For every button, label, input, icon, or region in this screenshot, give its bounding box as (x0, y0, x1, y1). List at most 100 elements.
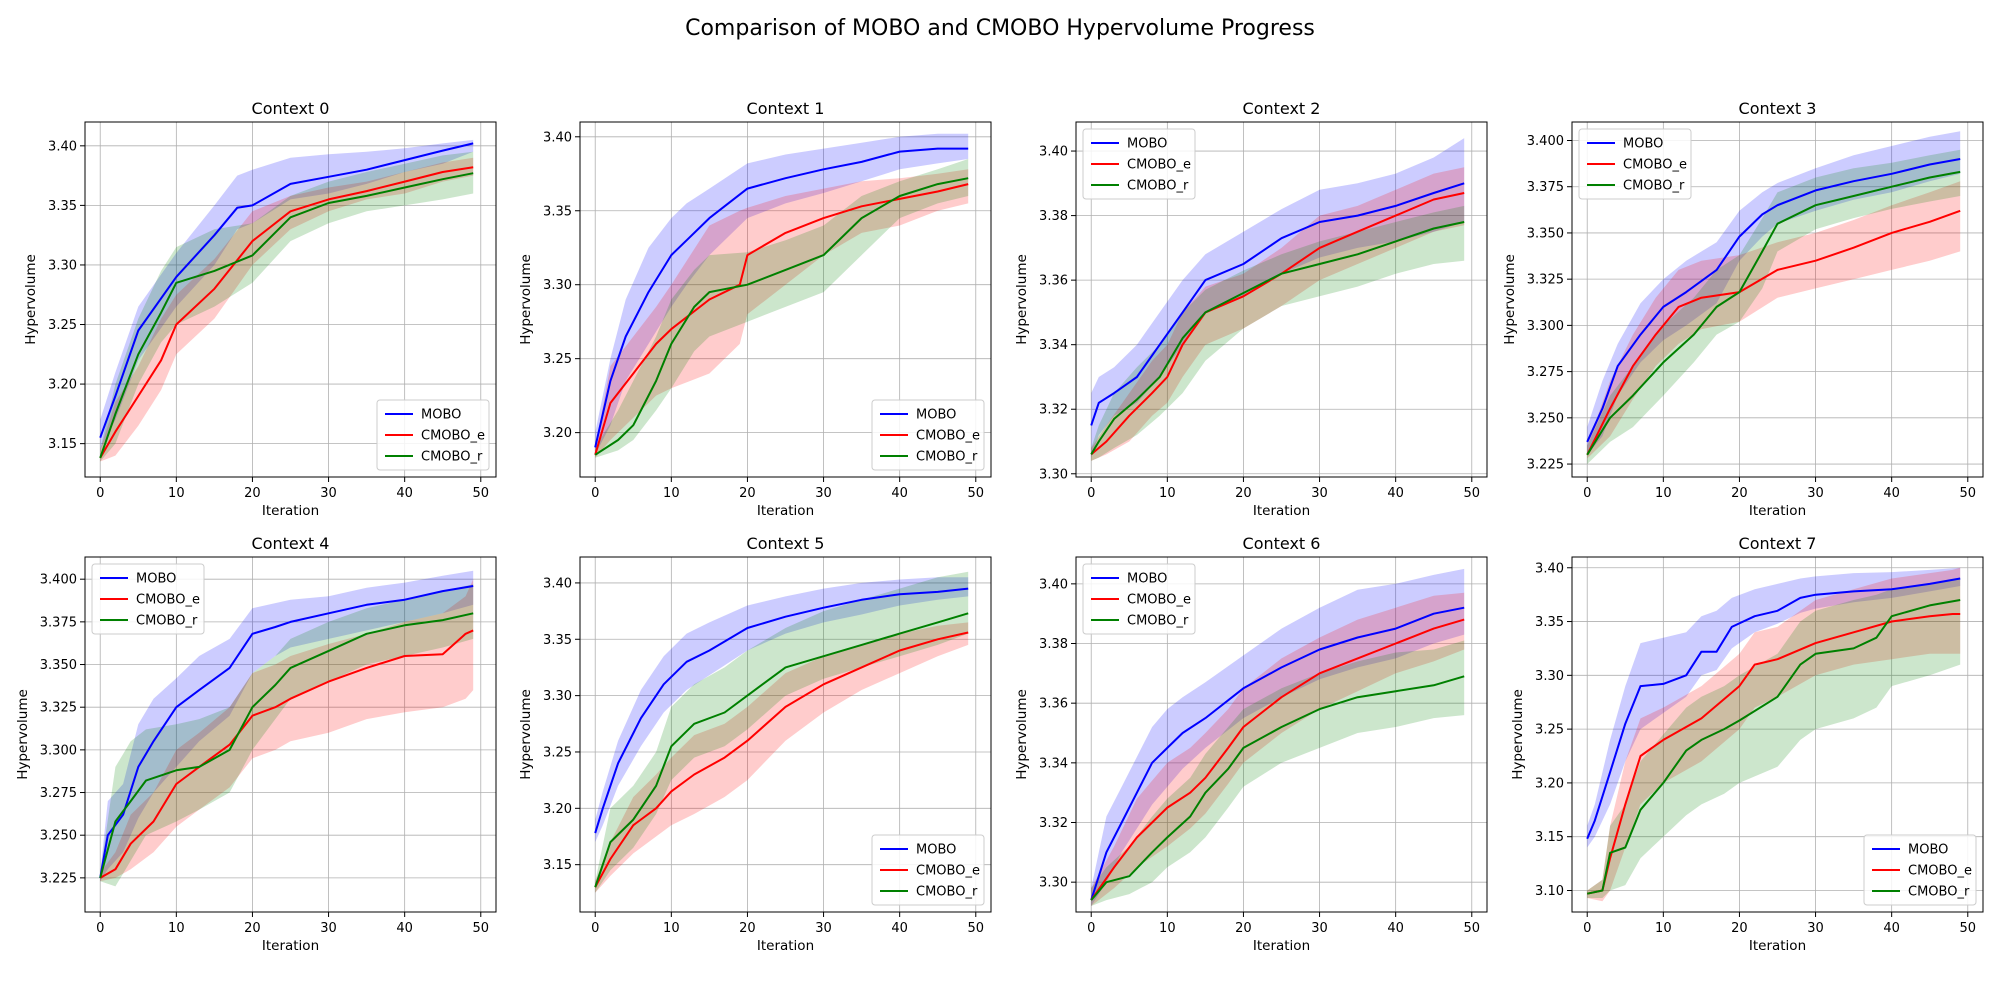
x-tick-label: 0 (96, 921, 104, 936)
y-tick-label: 3.32 (1039, 403, 1068, 418)
y-tick-label: 3.35 (48, 199, 77, 214)
plot-area (594, 133, 969, 458)
x-tick-label: 20 (1235, 921, 1252, 936)
subplot-title: Context 6 (1243, 534, 1321, 553)
y-tick-label: 3.15 (1535, 830, 1564, 845)
y-tick-label: 3.300 (1527, 319, 1564, 334)
y-tick-label: 3.350 (40, 658, 77, 673)
x-tick-label: 40 (396, 921, 413, 936)
legend-box (1082, 128, 1196, 200)
y-tick-label: 3.300 (40, 743, 77, 758)
series-line-MOBO (1586, 577, 1961, 840)
x-tick-label: 50 (1960, 921, 1977, 936)
series-line-CMOBO_e (99, 629, 474, 879)
y-axis-label: Hypervolume (518, 254, 534, 345)
x-tick-label: 10 (663, 921, 680, 936)
x-axis-label: Iteration (1749, 503, 1806, 519)
x-tick-label: 30 (1311, 921, 1328, 936)
confidence-band-CMOBO_r (1587, 149, 1961, 465)
y-axis-label: Hypervolume (23, 254, 39, 345)
legend-label: CMOBO_r (1127, 614, 1189, 629)
legend-label: CMOBO_r (916, 450, 978, 465)
y-tick-label: 3.25 (543, 745, 572, 760)
x-tick-label: 50 (968, 921, 985, 936)
x-tick-label: 10 (168, 921, 185, 936)
x-tick-label: 10 (168, 486, 185, 501)
confidence-band-CMOBO_r (1587, 578, 1961, 898)
axes-frame (1571, 121, 1984, 478)
y-tick-label: 3.30 (48, 258, 77, 273)
y-axis-label: Hypervolume (1014, 254, 1030, 345)
series-line-MOBO (594, 147, 969, 448)
y-tick-label: 3.40 (1535, 561, 1564, 576)
series-line-MOBO (1586, 158, 1961, 443)
legend: MOBO CMOBO_e CMOBO_r (1082, 563, 1196, 635)
x-tick-label: 10 (1655, 921, 1672, 936)
x-tick-label: 0 (591, 486, 599, 501)
y-tick-label: 3.250 (1527, 411, 1564, 426)
series-line-CMOBO_e (99, 166, 474, 459)
y-tick-label: 3.25 (1535, 723, 1564, 738)
x-axis-label: Iteration (262, 938, 319, 954)
legend-box (1082, 563, 1196, 635)
legend-label: CMOBO_e (421, 429, 485, 444)
x-tick-label: 20 (1731, 921, 1748, 936)
confidence-band-CMOBO_r (595, 159, 969, 458)
legend: MOBO CMOBO_e CMOBO_r (1578, 128, 1692, 200)
series-line-CMOBO_e (1090, 618, 1465, 901)
grid (85, 557, 496, 912)
confidence-band-CMOBO_e (1587, 567, 1961, 902)
x-tick-label: 50 (473, 921, 490, 936)
y-axis-label: Hypervolume (1502, 254, 1518, 345)
axes-frame (1075, 121, 1488, 478)
axes-frame (579, 121, 992, 478)
legend-label: MOBO (1908, 843, 1948, 858)
x-tick-label: 0 (1087, 921, 1095, 936)
x-axis-label: Iteration (1253, 503, 1310, 519)
y-tick-label: 3.225 (40, 871, 77, 886)
legend-label: CMOBO_e (1908, 864, 1972, 879)
confidence-band-CMOBO_e (595, 169, 969, 458)
legend-label: MOBO (136, 572, 176, 587)
y-tick-label: 3.30 (1039, 876, 1068, 891)
y-tick-label: 3.34 (1039, 338, 1068, 353)
subplot-title: Context 5 (747, 534, 825, 553)
y-tick-label: 3.275 (1527, 365, 1564, 380)
x-axis-label: Iteration (1749, 938, 1806, 954)
x-tick-label: 10 (663, 486, 680, 501)
legend-label: CMOBO_r (136, 614, 198, 629)
legend-box (1863, 834, 1977, 906)
subplot-context-6: 0 10 20 30 40 50 3.30 3.32 3.34 3.36 3.38 3.40 Conte… (1014, 534, 1488, 954)
x-tick-label: 30 (815, 486, 832, 501)
y-tick-label: 3.20 (543, 802, 572, 817)
y-tick-label: 3.30 (543, 689, 572, 704)
series-line-MOBO (99, 585, 474, 879)
legend-label: CMOBO_r (421, 450, 483, 465)
confidence-band-CMOBO_e (595, 622, 969, 893)
series-line-MOBO (594, 587, 969, 834)
subplot-title: Context 0 (252, 99, 330, 118)
legend-label: MOBO (916, 843, 956, 858)
x-tick-label: 0 (1087, 486, 1095, 501)
y-tick-label: 3.35 (543, 204, 572, 219)
subplot-context-2: 0 10 20 30 40 50 3.30 3.32 3.34 3.36 3.38 3.40 Conte… (1014, 99, 1488, 519)
y-tick-label: 3.20 (543, 426, 572, 441)
plot-area (99, 570, 474, 887)
legend: MOBO CMOBO_e CMOBO_r (1863, 834, 1977, 906)
confidence-band-MOBO (1587, 567, 1961, 848)
y-tick-label: 3.40 (48, 139, 77, 154)
axes-frame (579, 556, 992, 913)
confidence-band-CMOBO_r (1091, 640, 1465, 906)
legend-label: CMOBO_e (916, 429, 980, 444)
x-tick-label: 0 (1583, 486, 1591, 501)
y-tick-label: 3.15 (543, 858, 572, 873)
grid (1076, 122, 1487, 477)
x-tick-label: 20 (1235, 486, 1252, 501)
y-tick-label: 3.30 (1535, 669, 1564, 684)
y-tick-label: 3.20 (48, 378, 77, 393)
y-tick-label: 3.250 (40, 829, 77, 844)
x-tick-label: 40 (1387, 921, 1404, 936)
legend-label: MOBO (916, 408, 956, 423)
confidence-band-MOBO (1587, 131, 1961, 455)
